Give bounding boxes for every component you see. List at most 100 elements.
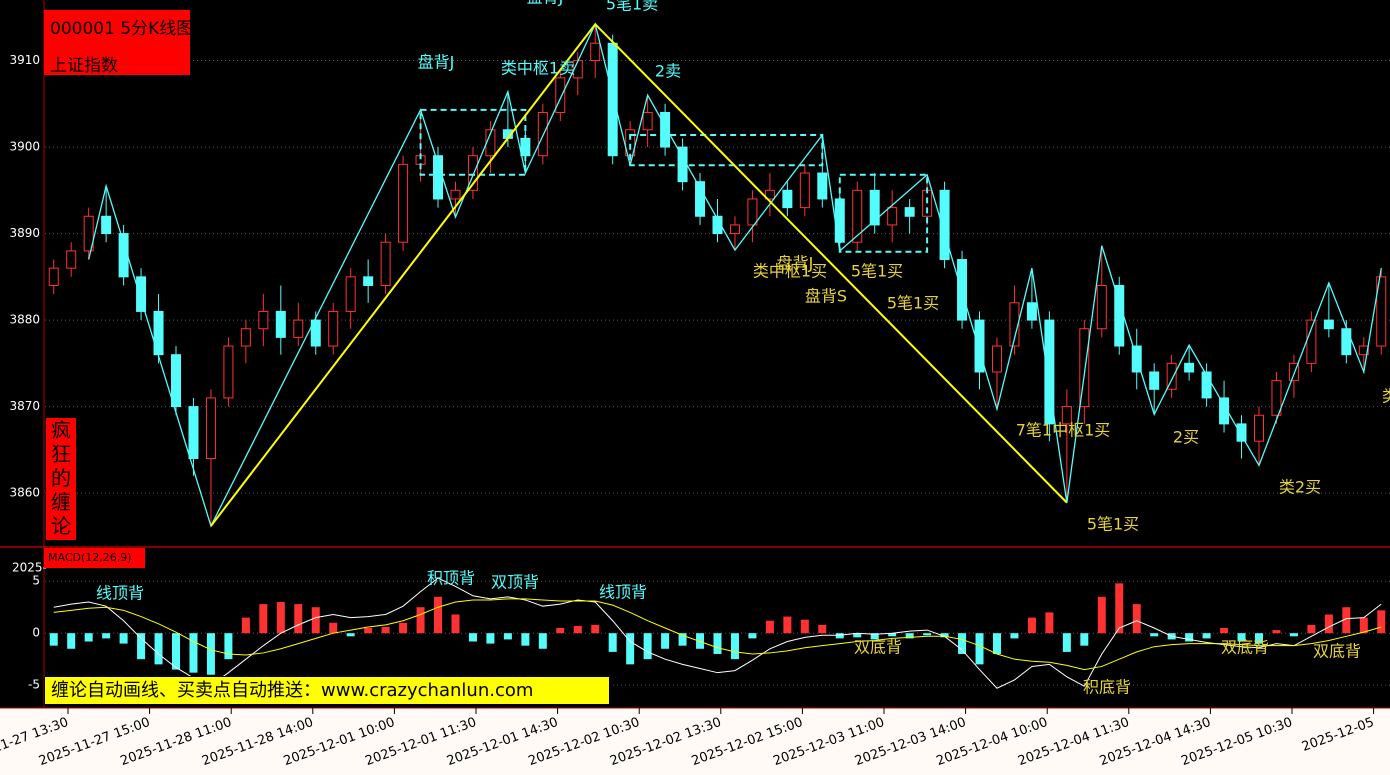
candle-body (991, 345, 1002, 373)
macd-bar (713, 633, 722, 654)
macd-bar (853, 633, 862, 638)
macd-bar (241, 617, 250, 634)
candle-body (1201, 371, 1212, 399)
macd-bar (678, 633, 687, 646)
candle-body (747, 198, 758, 226)
candle-body (188, 406, 199, 459)
y-tick-label: -5 (28, 678, 40, 692)
macd-bar (364, 628, 373, 634)
macd-bar (538, 633, 547, 649)
annotation: 双底背 (1313, 642, 1361, 661)
y-tick-label: 3900 (9, 140, 40, 154)
candle-body (398, 163, 409, 243)
macd-bar (1254, 633, 1263, 644)
macd-bar (1010, 633, 1019, 639)
candle-body (1341, 328, 1352, 356)
macd-bar (870, 633, 879, 640)
candle-body (1026, 302, 1037, 321)
annotation: 盘背S (805, 287, 847, 306)
candle-body (66, 250, 77, 269)
candle-body (1096, 284, 1107, 330)
candle-body (467, 155, 478, 191)
macd-bar (800, 619, 809, 634)
macd-bar (137, 633, 146, 660)
candle-body (642, 111, 653, 131)
y-tick-label: 3860 (9, 486, 40, 500)
candle-body (1306, 319, 1317, 364)
candle-body (1376, 276, 1387, 347)
annotation: 双底背 (1221, 638, 1269, 657)
annotation: 双底背 (854, 638, 902, 657)
candle-body (1009, 302, 1020, 347)
annotation: 积顶背 (427, 569, 475, 588)
candle-body (1323, 319, 1334, 330)
candle-body (799, 172, 810, 209)
candle-body (136, 276, 147, 312)
candle-body (607, 42, 618, 157)
candle-body (1219, 397, 1230, 425)
annotation: 2卖 (655, 62, 681, 81)
candle-body (223, 345, 234, 399)
macd-bar (783, 616, 792, 634)
annotation: 2买 (1173, 428, 1199, 447)
macd-bar (1237, 633, 1246, 642)
candle-body (660, 111, 671, 148)
annotation: 积底背 (1083, 678, 1131, 697)
macd-bar (1202, 633, 1211, 639)
macd-bar (259, 604, 268, 634)
macd-bar (311, 607, 320, 634)
macd-bar (1324, 614, 1333, 634)
candle-body (1236, 423, 1247, 442)
macd-bar (189, 633, 198, 673)
macd-bar (1377, 610, 1386, 634)
candle-body (729, 224, 740, 235)
candle-body (1288, 362, 1299, 382)
candle-body (695, 181, 706, 217)
annotation: 盘背J (777, 254, 814, 273)
candle-body (205, 397, 216, 459)
y-tick-label: 3890 (9, 226, 40, 240)
macd-bar (1062, 633, 1071, 652)
macd-bar (434, 596, 443, 634)
macd-bar (1080, 633, 1089, 646)
candle-body (939, 189, 950, 261)
macd-bar (119, 633, 128, 644)
candle-body (83, 215, 94, 252)
candle-body (275, 310, 286, 338)
candle-body (1079, 328, 1090, 408)
candle-body (48, 267, 59, 286)
candle-body (240, 328, 251, 347)
macd-bar (1342, 607, 1351, 634)
macd-bar (1027, 617, 1036, 634)
annotation: 盘背J (418, 53, 455, 72)
candle-body (887, 207, 898, 226)
annotation: 类2买 (1279, 478, 1321, 497)
macd-bar (294, 604, 303, 634)
annotation: 盘背J (527, 0, 564, 7)
macd-bar (888, 633, 897, 637)
macd-bar (486, 633, 495, 644)
macd-bar (172, 633, 181, 670)
macd-bar (451, 614, 460, 634)
candle-body (118, 233, 129, 278)
macd-bar (1150, 633, 1159, 637)
macd-bar (206, 633, 215, 675)
macd-bar (1115, 583, 1124, 634)
macd-bar (276, 602, 285, 634)
macd-bar (730, 633, 739, 660)
macd-bar (1307, 624, 1316, 634)
candle-body (380, 241, 391, 286)
y-tick-label: 3880 (9, 313, 40, 327)
candle-body (852, 189, 863, 243)
macd-bar (49, 633, 58, 646)
candle-body (1166, 362, 1177, 390)
macd-bar (224, 633, 233, 660)
annotation: 5笔1卖 (606, 0, 658, 14)
macd-bar (748, 633, 757, 639)
macd-bar (102, 633, 111, 639)
candle-body (1184, 362, 1195, 373)
y-tick-label: 5 (32, 574, 40, 588)
candle-body (1061, 406, 1072, 425)
candle-body (904, 207, 915, 217)
